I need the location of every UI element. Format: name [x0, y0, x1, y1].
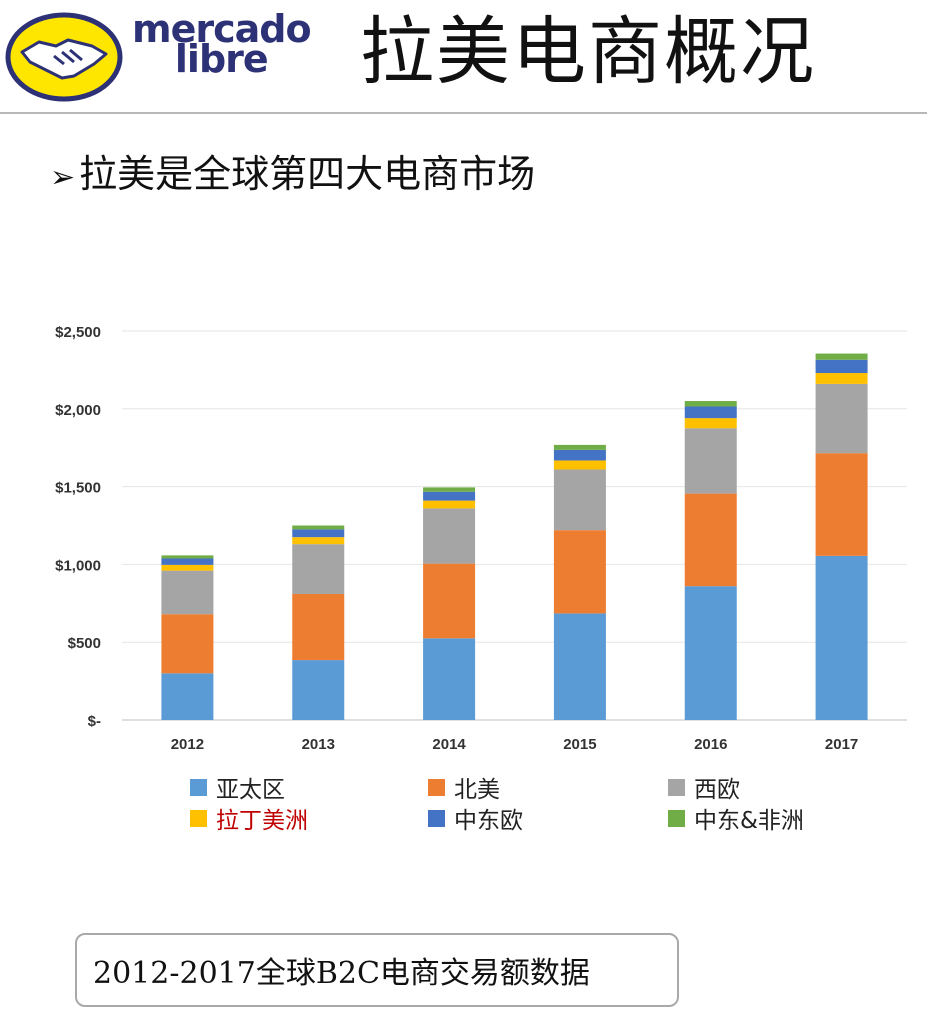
bar-segment [684, 418, 737, 429]
bar-segment [423, 500, 476, 509]
bar-segment [815, 353, 868, 360]
legend-item: 中东欧 [428, 803, 523, 834]
bar-segment [161, 558, 214, 565]
bar-segment [553, 449, 606, 461]
x-tick-label: 2015 [563, 736, 596, 753]
bar-segment [161, 564, 214, 571]
y-tick-label: $2,000 [55, 402, 101, 419]
bar-segment [815, 359, 868, 374]
bar-segment [684, 586, 737, 720]
legend-swatch [668, 778, 685, 796]
logo-wordmark: mercado libre [132, 7, 312, 81]
bar-segment [684, 493, 737, 587]
header: mercado libre 拉美电商概况 [0, 0, 927, 112]
logo-line-2: libre [174, 37, 269, 81]
mercadolibre-logo [5, 12, 123, 102]
legend-swatch [190, 809, 207, 827]
bar-segment [161, 570, 214, 615]
bar-segment [161, 555, 214, 559]
y-tick-label: $- [88, 713, 101, 730]
bar-segment [815, 373, 868, 384]
legend-item: 西欧 [668, 772, 740, 803]
bar-segment [161, 614, 214, 674]
legend-item: 北美 [428, 772, 500, 803]
bar-segment [553, 460, 606, 470]
header-divider [0, 112, 927, 114]
legend-swatch [668, 809, 685, 827]
bar-segment [815, 555, 868, 720]
x-tick-label: 2016 [694, 736, 727, 753]
bar-segment [423, 563, 476, 639]
bar-segment [292, 537, 345, 545]
caption-text: 2012-2017全球B2C电商交易额数据 [93, 956, 590, 991]
legend-label: 中东&非洲 [694, 808, 804, 834]
bar-segment [423, 508, 476, 564]
legend-label: 拉丁美洲 [216, 808, 308, 834]
y-tick-label: $500 [68, 635, 101, 652]
bar-segment [815, 383, 868, 454]
bar-segment [684, 428, 737, 494]
y-tick-label: $2,500 [55, 324, 101, 341]
legend-label: 亚太区 [216, 777, 285, 803]
stacked-bar-chart: $- $500 $1,000 $1,500 $2,000 $2,500 2012 2013 20… [55, 324, 907, 753]
bar-segment [423, 638, 476, 720]
y-tick-label: $1,500 [55, 480, 101, 497]
legend-label: 中东欧 [454, 808, 523, 834]
handshake-icon [20, 38, 108, 80]
headline-bullet: ➢ 拉美是全球第四大电商市场 [50, 148, 535, 204]
x-tick-label: 2013 [302, 736, 335, 753]
legend-label: 北美 [454, 777, 500, 803]
headline-text: 拉美是全球第四大电商市场 [79, 152, 536, 196]
bar-segment [553, 469, 606, 531]
bar-segment [292, 544, 345, 594]
bar-segment [553, 530, 606, 614]
legend-swatch [190, 778, 207, 796]
x-tick-label: 2014 [432, 736, 466, 753]
caption-box: 2012-2017全球B2C电商交易额数据 [75, 933, 679, 1007]
bar-segment [815, 453, 868, 556]
legend-item: 亚太区 [190, 772, 285, 803]
bar-segment [292, 593, 345, 661]
legend-swatch [428, 809, 445, 827]
bar-segment [553, 444, 606, 450]
bar-segment [292, 660, 345, 720]
arrow-bullet-icon: ➢ [50, 160, 76, 195]
x-tick-label: 2017 [825, 736, 858, 753]
bar-segment [292, 529, 345, 538]
legend-swatch [428, 778, 445, 796]
page-title: 拉美电商概况 [360, 9, 816, 95]
bar-segment [292, 525, 345, 530]
bar-segment [423, 487, 476, 492]
chart-legend: 亚太区 北美 西欧拉丁美洲 中东欧 中东&非洲 [190, 770, 890, 840]
legend-label: 西欧 [694, 777, 740, 803]
legend-item: 中东&非洲 [668, 803, 804, 834]
logo-line-1: mercado [132, 7, 312, 51]
y-tick-label: $1,000 [55, 557, 101, 574]
bar-segment [553, 613, 606, 720]
legend-item: 拉丁美洲 [190, 803, 308, 834]
x-tick-label: 2012 [171, 736, 204, 753]
bar-segment [684, 406, 737, 419]
bar-segment [684, 401, 737, 407]
bar-segment [423, 491, 476, 501]
bar-segment [161, 673, 214, 720]
